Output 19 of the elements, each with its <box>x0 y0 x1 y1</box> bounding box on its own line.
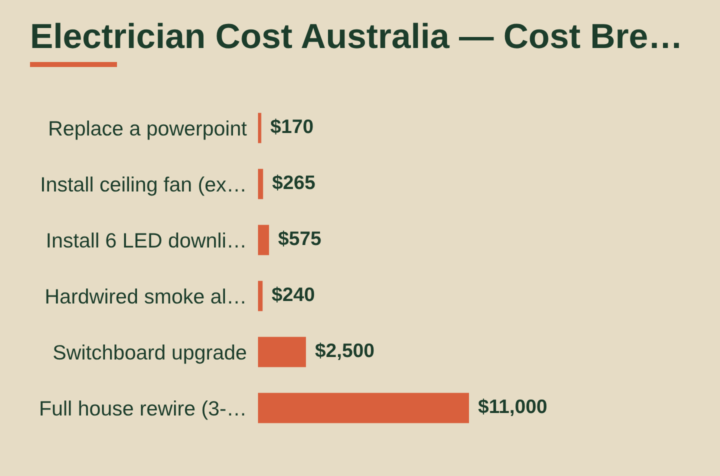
data-label: $265 <box>272 174 315 190</box>
bar <box>258 112 262 144</box>
y-tick-label: Switchboard upgrade <box>54 344 246 364</box>
bar <box>258 336 306 368</box>
y-tick-label: Hardwired smoke al… <box>46 288 244 304</box>
y-tick-label: Install ceiling fan (ex… <box>42 176 244 196</box>
y-tick-label: Replace a powerpoint <box>50 120 247 140</box>
data-label: $170 <box>270 118 313 134</box>
y-tick-label: Full house rewire (3-… <box>40 400 244 420</box>
data-label: $240 <box>272 286 314 302</box>
y-tick-label: Install 6 LED downli… <box>48 232 244 248</box>
bar <box>258 280 263 312</box>
data-label: $575 <box>278 230 321 246</box>
bar <box>258 392 469 424</box>
data-label: $2,500 <box>315 342 374 360</box>
bar <box>258 224 270 256</box>
data-label: $11,000 <box>478 398 546 416</box>
chart-title: Electrician Cost Australia — Cost Bre… <box>32 22 679 48</box>
bar <box>258 168 264 200</box>
